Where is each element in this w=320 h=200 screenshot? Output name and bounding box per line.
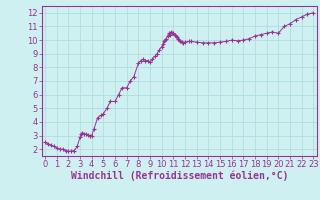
X-axis label: Windchill (Refroidissement éolien,°C): Windchill (Refroidissement éolien,°C) xyxy=(70,171,288,181)
